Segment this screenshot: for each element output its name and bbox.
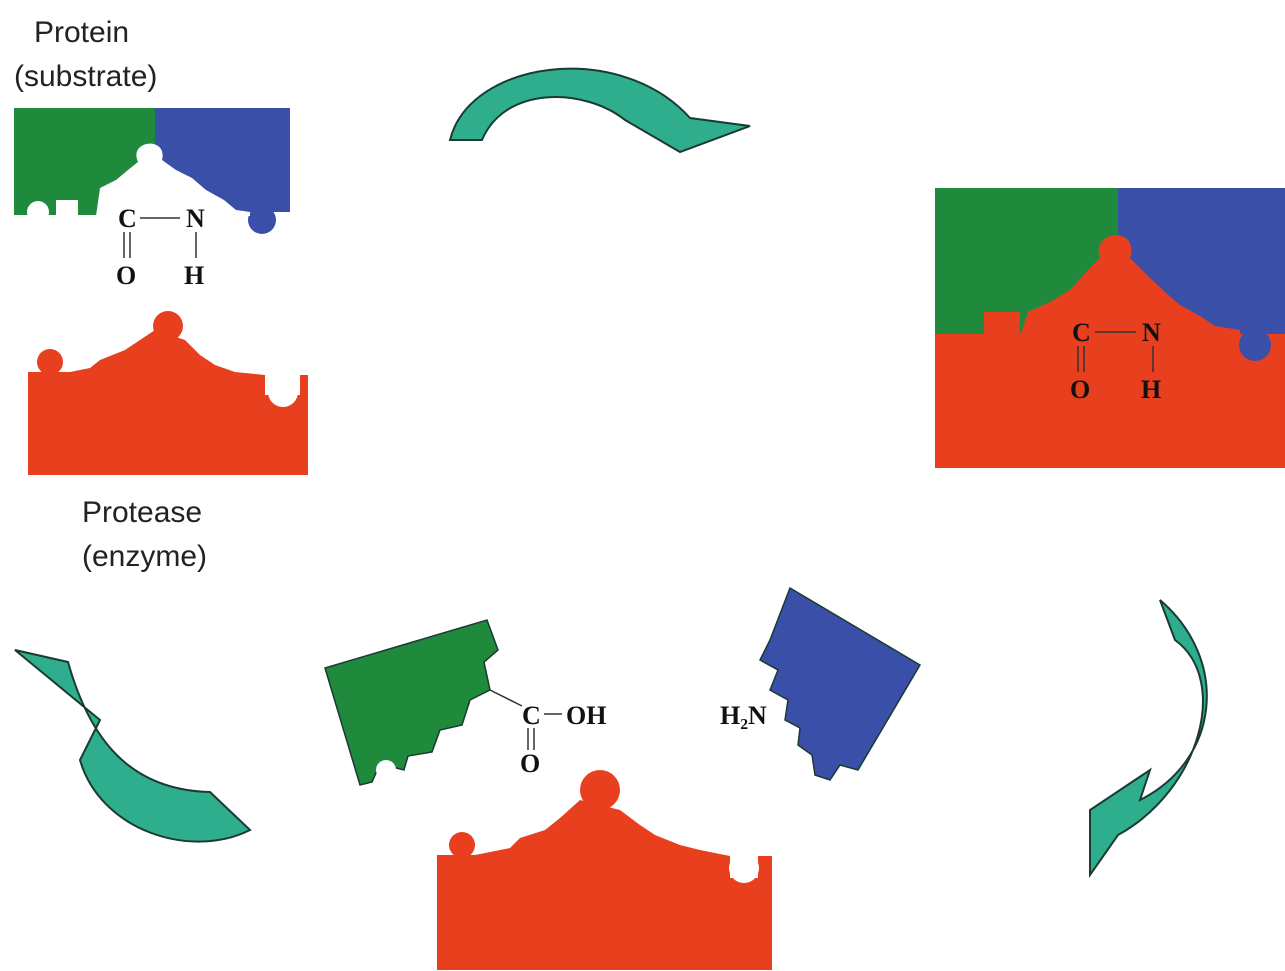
- substrate-title: Protein: [34, 16, 129, 49]
- bond-atom: O: [116, 261, 136, 290]
- substrate-bond: [123, 217, 197, 258]
- enzyme-subtitle: (enzyme): [82, 540, 207, 573]
- bond-atom: N: [186, 204, 205, 233]
- bond-atom: O: [1070, 375, 1090, 404]
- bond-atom: H: [184, 261, 204, 290]
- bond-atom: C: [118, 204, 137, 233]
- product-bond: [489, 689, 562, 750]
- arrow: [14, 649, 252, 843]
- product-acid-shape: [324, 619, 499, 786]
- arrow: [1089, 599, 1208, 879]
- complex-bond: [1077, 331, 1154, 372]
- complex-shape: [935, 188, 1285, 468]
- bond-atom: H: [1141, 375, 1161, 404]
- enzyme-title: Protease: [82, 496, 202, 529]
- amine-label: H₂N: [720, 701, 767, 730]
- substrate-subtitle: (substrate): [14, 60, 157, 93]
- bond-atom: C: [522, 701, 541, 730]
- bond-atom: O: [520, 749, 540, 778]
- bond-atom: N: [1142, 318, 1161, 347]
- product-amine-shape: [759, 586, 922, 781]
- enzyme-shape: [28, 311, 308, 475]
- bond-atom: OH: [566, 701, 606, 730]
- substrate-shape: [14, 108, 290, 234]
- enzyme-shape-free: [437, 770, 772, 970]
- bond-atom: C: [1072, 318, 1091, 347]
- arrow: [448, 67, 751, 154]
